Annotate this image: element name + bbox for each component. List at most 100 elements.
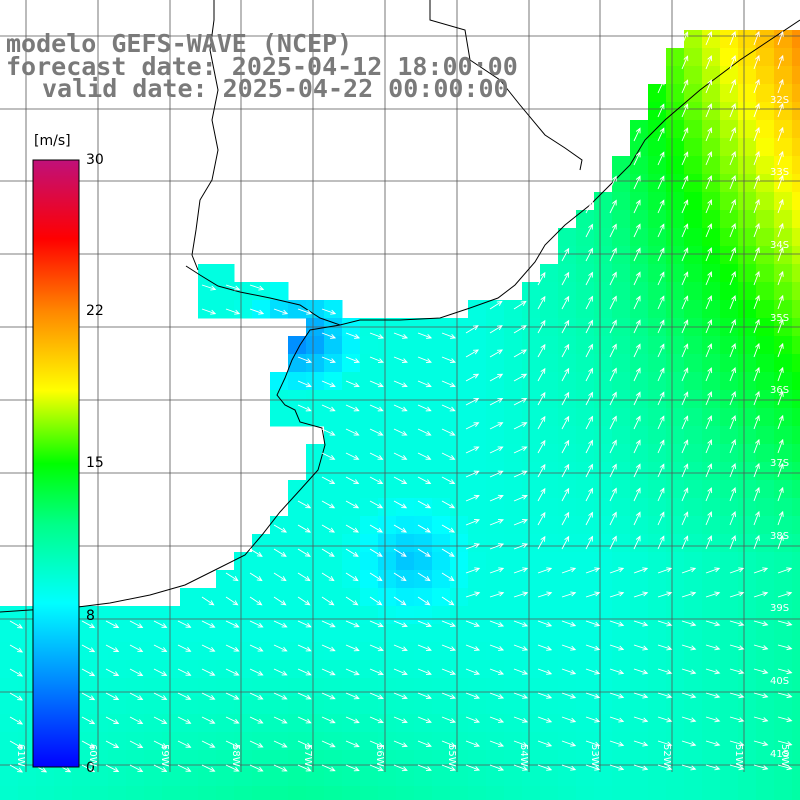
wind-speed-cell [360, 480, 379, 499]
wind-arrow [609, 764, 625, 771]
wind-speed-cell [414, 768, 433, 787]
wind-speed-cell [756, 336, 775, 355]
wind-arrow [273, 548, 287, 557]
wind-speed-cell [504, 390, 523, 409]
wind-speed-cell [324, 300, 343, 319]
wind-speed-cell [558, 588, 577, 607]
wind-speed-cell [378, 750, 397, 769]
wind-speed-cell [558, 498, 577, 517]
wind-speed-cell [594, 372, 613, 391]
wind-arrow [585, 391, 593, 406]
wind-speed-cell [738, 732, 757, 751]
wind-speed-cell [666, 210, 685, 229]
wind-speed-cell [18, 714, 37, 733]
wind-arrow [489, 740, 505, 747]
wind-arrow [609, 591, 625, 598]
wind-arrow [393, 692, 408, 700]
wind-arrow [153, 620, 168, 628]
colorbar-tick-0: 0 [86, 760, 95, 776]
wind-arrow [657, 692, 673, 699]
wind-speed-cell [414, 444, 433, 463]
wind-arrow [513, 325, 527, 334]
wind-speed-cell [702, 732, 721, 751]
wind-arrow [609, 487, 617, 502]
wind-speed-cell [108, 786, 127, 800]
wind-speed-cell [270, 660, 289, 679]
wind-arrow [249, 572, 263, 582]
wind-arrow [345, 404, 360, 412]
wind-speed-cell [702, 300, 721, 319]
wind-arrow [777, 390, 784, 406]
wind-speed-cell [702, 588, 721, 607]
wind-arrow [105, 668, 120, 677]
wind-speed-cell [720, 588, 739, 607]
wind-arrow [777, 102, 784, 118]
wind-speed-cell [684, 660, 703, 679]
wind-speed-cell [468, 426, 487, 445]
wind-speed-cell [666, 300, 685, 319]
wind-arrow [753, 390, 760, 406]
wind-speed-cell [108, 660, 127, 679]
wind-speed-cell [288, 714, 307, 733]
wind-speed-cell [594, 228, 613, 247]
wind-speed-cell [414, 606, 433, 625]
wind-speed-cell [144, 750, 163, 769]
wind-speed-cell [666, 48, 685, 67]
wind-arrow [537, 511, 546, 526]
wind-arrow [393, 428, 408, 436]
wind-speed-cell [684, 732, 703, 751]
wind-speed-cell [486, 372, 505, 391]
wind-arrow [753, 716, 769, 723]
wind-arrow [609, 247, 617, 262]
wind-speed-cell [648, 732, 667, 751]
wind-arrow [537, 591, 553, 598]
wind-speed-cell [648, 678, 667, 697]
wind-speed-cell [720, 714, 739, 733]
wind-arrow [345, 548, 359, 557]
wind-arrow [177, 668, 192, 676]
wind-arrow [705, 127, 713, 142]
wind-speed-cell [540, 588, 559, 607]
wind-speed-cell [486, 732, 505, 751]
wind-arrow [249, 548, 263, 557]
wind-speed-cell [666, 192, 685, 211]
wind-speed-cell [0, 660, 19, 679]
wind-speed-cell [612, 156, 631, 175]
wind-speed-cell [270, 696, 289, 715]
wind-speed-cell [540, 642, 559, 661]
wind-speed-cell [756, 408, 775, 427]
wind-speed-cell [738, 534, 757, 553]
wind-speed-cell [288, 588, 307, 607]
wind-arrow [273, 668, 288, 676]
wind-arrow [273, 644, 288, 652]
wind-arrow [681, 644, 697, 651]
wind-speed-cell [270, 678, 289, 697]
wind-arrow [537, 343, 546, 358]
wind-speed-cell [288, 696, 307, 715]
wind-arrow [681, 271, 689, 286]
wind-speed-cell [666, 84, 685, 103]
wind-arrow [369, 500, 384, 509]
wind-speed-cell [648, 372, 667, 391]
wind-speed-cell [702, 66, 721, 85]
wind-speed-cell [360, 714, 379, 733]
wind-arrow [657, 103, 665, 118]
wind-speed-cell [774, 228, 793, 247]
wind-arrow [537, 668, 553, 675]
wind-speed-cell [684, 714, 703, 733]
wind-speed-cell [738, 336, 757, 355]
wind-arrow [513, 567, 529, 574]
wind-speed-cell [792, 714, 800, 733]
wind-arrow [417, 596, 431, 606]
wind-arrow [441, 668, 456, 675]
wind-arrow [417, 500, 432, 509]
wind-speed-cell [468, 588, 487, 607]
wind-speed-cell [234, 660, 253, 679]
wind-arrow [441, 500, 456, 509]
wind-speed-cell [594, 696, 613, 715]
wind-speed-cell [630, 732, 649, 751]
wind-arrow [681, 591, 697, 598]
wind-arrow [561, 391, 570, 406]
wind-speed-cell [738, 174, 757, 193]
wind-speed-cell [126, 714, 145, 733]
